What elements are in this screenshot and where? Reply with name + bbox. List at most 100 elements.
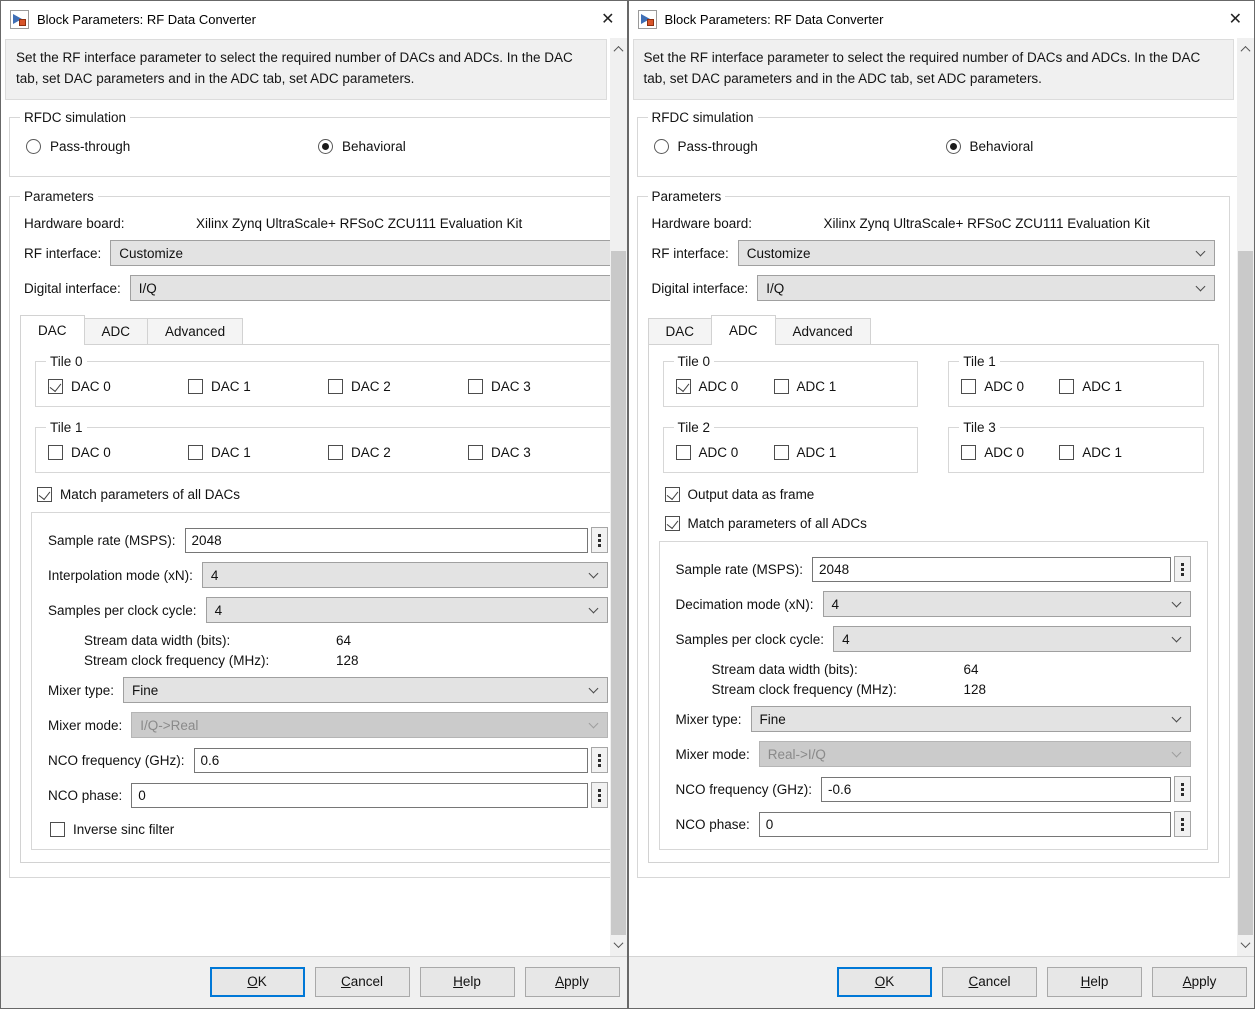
close-icon[interactable]: ✕ xyxy=(1228,10,1242,28)
tile-1-legend: Tile 1 xyxy=(963,354,996,370)
tile-1-group: Tile 1 DAC 0 DAC 1 DAC 2 xyxy=(35,420,610,474)
scroll-up-icon[interactable] xyxy=(1237,41,1254,58)
radio-behavioral[interactable]: Behavioral xyxy=(945,139,1238,155)
tile-0-group: Tile 0 DAC 0 DAC 1 DAC 2 xyxy=(35,354,610,408)
tab-advanced[interactable]: Advanced xyxy=(774,318,871,345)
nco-frequency-input[interactable] xyxy=(821,776,1171,802)
interpolation-mode-select[interactable]: 4 xyxy=(201,562,608,589)
nco-phase-input[interactable] xyxy=(758,811,1171,837)
checkbox-label: ADC 1 xyxy=(1082,379,1123,395)
checkbox-label: Inverse sinc filter xyxy=(73,822,175,838)
checkbox-dac2[interactable]: DAC 2 xyxy=(328,379,468,395)
checkbox-adc0[interactable]: ADC 0 xyxy=(675,445,756,461)
checkbox-adc0[interactable]: ADC 0 xyxy=(961,445,1041,461)
titlebar[interactable]: Block Parameters: RF Data Converter ✕ xyxy=(1,1,627,38)
tile-0-legend: Tile 0 xyxy=(677,354,711,370)
checkbox-dac2[interactable]: DAC 2 xyxy=(328,445,468,461)
checkbox-dac0[interactable]: DAC 0 xyxy=(48,379,188,395)
stream-clock-frequency-value: 128 xyxy=(963,682,987,698)
dialog-content: Set the RF interface parameter to select… xyxy=(629,38,1238,956)
output-data-as-frame-checkbox[interactable]: Output data as frame xyxy=(664,487,1203,503)
apply-button[interactable]: Apply xyxy=(524,966,620,997)
stream-data-width-value: 64 xyxy=(336,633,352,649)
checkbox-dac0[interactable]: DAC 0 xyxy=(48,445,188,461)
checkbox-adc0[interactable]: ADC 0 xyxy=(675,379,756,395)
simulink-block-icon xyxy=(637,10,657,29)
checkbox-adc1[interactable]: ADC 1 xyxy=(1059,379,1139,395)
checkbox-label: Match parameters of all ADCs xyxy=(687,516,867,532)
checkbox-icon xyxy=(1059,445,1075,461)
checkbox-icon xyxy=(48,445,63,461)
help-button[interactable]: Help xyxy=(419,966,515,997)
dac-parameters-box: Sample rate (MSPS): Interpolation mode (… xyxy=(31,512,610,851)
cancel-button[interactable]: Cancel xyxy=(942,966,1037,997)
edit-options-icon[interactable] xyxy=(1174,556,1191,583)
scrollbar-thumb[interactable] xyxy=(1238,251,1253,935)
button-bar: OK Cancel Help Apply xyxy=(1,956,627,1008)
decimation-mode-select[interactable]: 4 xyxy=(822,591,1191,618)
samples-per-clock-label: Samples per clock cycle: xyxy=(48,602,197,618)
mixer-type-select[interactable]: Fine xyxy=(750,706,1191,733)
vertical-scrollbar[interactable] xyxy=(609,38,627,956)
edit-options-icon[interactable] xyxy=(1174,776,1191,803)
checkbox-dac3[interactable]: DAC 3 xyxy=(468,379,608,395)
block-parameters-dialog-adc: Block Parameters: RF Data Converter ✕ Se… xyxy=(627,0,1255,1009)
checkbox-dac1[interactable]: DAC 1 xyxy=(188,379,328,395)
checkbox-adc1[interactable]: ADC 1 xyxy=(773,379,854,395)
radio-behavioral[interactable]: Behavioral xyxy=(318,139,610,155)
help-button[interactable]: Help xyxy=(1047,966,1142,997)
edit-options-icon[interactable] xyxy=(591,527,608,554)
sample-rate-input[interactable] xyxy=(184,527,588,553)
scroll-down-icon[interactable] xyxy=(610,936,627,953)
nco-frequency-input[interactable] xyxy=(193,747,588,773)
apply-button[interactable]: Apply xyxy=(1152,966,1247,997)
tab-adc[interactable]: ADC xyxy=(711,315,776,346)
radio-pass-through[interactable]: Pass-through xyxy=(26,139,318,155)
radio-pass-through[interactable]: Pass-through xyxy=(653,139,946,155)
digital-interface-select[interactable]: I/Q xyxy=(129,275,610,302)
dac-tab-panel: Tile 0 DAC 0 DAC 1 DAC 2 xyxy=(20,344,610,864)
close-icon[interactable]: ✕ xyxy=(601,10,615,28)
rfdc-simulation-group: RFDC simulation Pass-through Behavioral xyxy=(636,110,1238,178)
match-parameters-checkbox[interactable]: Match parameters of all ADCs xyxy=(664,516,1203,532)
hardware-board-label: Hardware board: xyxy=(651,216,753,232)
checkbox-adc0[interactable]: ADC 0 xyxy=(961,379,1041,395)
checkbox-adc1[interactable]: ADC 1 xyxy=(1059,445,1139,461)
edit-options-icon[interactable] xyxy=(591,782,608,809)
sample-rate-input[interactable] xyxy=(812,556,1171,582)
inverse-sinc-filter-checkbox[interactable]: Inverse sinc filter xyxy=(50,822,606,838)
titlebar[interactable]: Block Parameters: RF Data Converter ✕ xyxy=(628,1,1254,38)
checkbox-adc1[interactable]: ADC 1 xyxy=(773,445,854,461)
cancel-button[interactable]: Cancel xyxy=(314,966,410,997)
scroll-up-icon[interactable] xyxy=(610,41,627,58)
tab-adc[interactable]: ADC xyxy=(83,318,149,345)
stream-clock-frequency-label: Stream clock frequency (MHz): xyxy=(711,682,897,698)
edit-options-icon[interactable] xyxy=(591,747,608,774)
description-text: Set the RF interface parameter to select… xyxy=(5,39,607,101)
mixer-type-select[interactable]: Fine xyxy=(123,677,608,704)
match-parameters-checkbox[interactable]: Match parameters of all DACs xyxy=(37,487,610,503)
tab-advanced[interactable]: Advanced xyxy=(147,318,244,345)
samples-per-clock-select[interactable]: 4 xyxy=(833,626,1191,653)
tab-dac[interactable]: DAC xyxy=(20,315,85,346)
checkbox-label: DAC 0 xyxy=(71,445,111,461)
checkbox-dac3[interactable]: DAC 3 xyxy=(468,445,608,461)
vertical-scrollbar[interactable] xyxy=(1237,38,1254,956)
ok-button[interactable]: OK xyxy=(209,966,305,997)
tab-dac[interactable]: DAC xyxy=(647,318,713,345)
rf-interface-select[interactable]: Customize xyxy=(110,240,610,267)
edit-options-icon[interactable] xyxy=(1174,811,1191,838)
mixer-mode-select: I/Q->Real xyxy=(131,712,608,739)
scrollbar-thumb[interactable] xyxy=(610,251,626,935)
rf-interface-select[interactable]: Customize xyxy=(737,240,1215,267)
digital-interface-select[interactable]: I/Q xyxy=(757,275,1215,302)
checkbox-icon xyxy=(48,379,63,395)
ok-button[interactable]: OK xyxy=(837,966,932,997)
nco-phase-input[interactable] xyxy=(131,782,588,808)
checkbox-dac1[interactable]: DAC 1 xyxy=(188,445,328,461)
checkbox-label: ADC 0 xyxy=(698,445,739,461)
samples-per-clock-select[interactable]: 4 xyxy=(205,597,608,624)
checkbox-label: ADC 1 xyxy=(1082,445,1123,461)
adc-tab-panel: Tile 0 ADC 0 ADC 1 Til xyxy=(647,344,1219,864)
scroll-down-icon[interactable] xyxy=(1237,936,1254,953)
